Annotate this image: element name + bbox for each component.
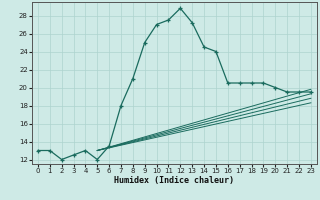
X-axis label: Humidex (Indice chaleur): Humidex (Indice chaleur) [115,176,234,185]
